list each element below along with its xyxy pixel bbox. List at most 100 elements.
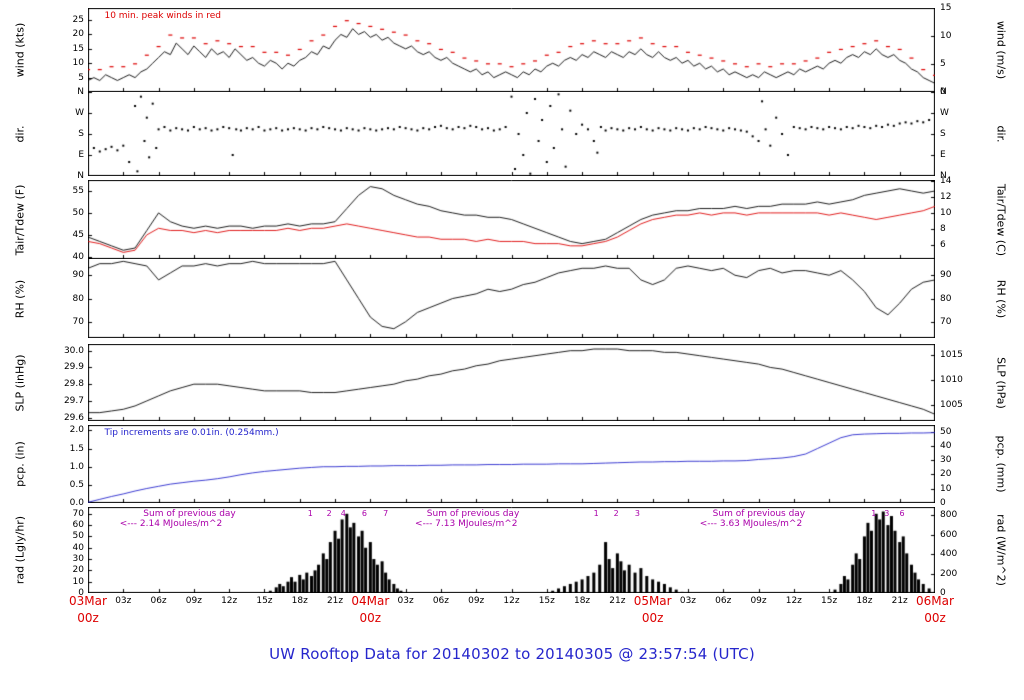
x-axis-date-label: 00z <box>359 611 382 625</box>
dir-y-tick-label: S <box>78 129 84 139</box>
rad-y-tick-label: 400 <box>940 549 958 560</box>
wind-y-tick-label: 0 <box>940 87 946 97</box>
dir-y-tick-label: E <box>940 150 946 160</box>
x-axis-hour-label: 18z <box>573 596 591 606</box>
rad-annotation: 1 <box>307 509 313 518</box>
rad-annotation: 7 <box>383 509 389 518</box>
dir-chart-canvas <box>88 92 935 176</box>
slp-left-axis-title: SLP (inHg) <box>13 353 27 412</box>
rh-y-tick-label: 70 <box>940 316 952 327</box>
x-axis-hour-label: 21z <box>609 596 626 606</box>
tair-right-axis-title: Tair/Tdew (C) <box>994 183 1008 256</box>
dir-y-tick-label: S <box>940 129 946 139</box>
dir-y-tick-label: N <box>77 87 84 97</box>
rad-annotation: 6 <box>899 509 905 518</box>
x-axis-hour-label: 12z <box>785 596 802 606</box>
rh-right-axis-title: RH (%) <box>994 279 1008 318</box>
x-axis-hour-label: 18z <box>291 596 308 606</box>
rad-right-axis-title: rad (W/m^2) <box>994 514 1008 586</box>
x-axis-date-label: 06Mar <box>916 594 954 608</box>
rad-annotation: 2 <box>326 509 332 518</box>
x-axis-date-label: 03Mar <box>69 594 107 608</box>
rad-y-tick-label: 30 <box>72 554 84 565</box>
dir-y-tick-label: W <box>75 108 84 118</box>
x-axis-hour-label: 06z <box>432 596 449 606</box>
pcp-y-tick-label: 30 <box>940 455 952 466</box>
rad-y-tick-label: 70 <box>72 508 84 519</box>
rh-y-tick-label: 80 <box>940 293 952 304</box>
x-axis-date-label: 00z <box>641 611 664 625</box>
slp-chart-canvas <box>88 344 935 421</box>
x-axis-hour-label: 21z <box>891 596 908 606</box>
pcp-y-tick-label: 20 <box>940 469 952 480</box>
x-axis-hour-label: 21z <box>326 596 344 606</box>
rh-y-tick-label: 70 <box>72 316 84 327</box>
pcp-y-tick-label: 2.0 <box>69 425 84 436</box>
pcp-y-tick-label: 0 <box>940 498 946 508</box>
x-axis-hour-label: 15z <box>821 596 838 606</box>
pcp-y-tick-label: 0.0 <box>69 498 84 508</box>
pcp-left-axis-title: pcp. (in) <box>13 441 27 487</box>
slp-y-tick-label: 29.8 <box>63 379 84 390</box>
rad-y-tick-label: 10 <box>72 576 84 587</box>
rh-chart-canvas <box>88 259 935 338</box>
dir-right-axis-title: dir. <box>994 125 1008 143</box>
x-axis-date-label: 04Mar <box>351 594 390 608</box>
rad-y-tick-label: 800 <box>940 510 958 521</box>
rad-annotation: 6 <box>361 509 367 518</box>
x-axis-hour-label: 09z <box>750 596 767 606</box>
rad-left-axis-title: rad (Lgly/hr) <box>13 515 27 585</box>
slp-y-tick-label: 29.6 <box>63 412 84 423</box>
x-axis-hour-label: 06z <box>150 596 167 606</box>
tair-y-tick-label: 40 <box>72 251 84 262</box>
pcp-chart-canvas <box>88 425 935 503</box>
wind-right-axis-title: wind (m/s) <box>994 20 1008 80</box>
dir-y-tick-label: N <box>77 171 84 181</box>
tair-y-tick-label: 6 <box>940 239 946 250</box>
x-axis-date-label: 05Mar <box>633 594 672 608</box>
wind-y-tick-label: 15 <box>72 43 84 54</box>
pcp-y-tick-label: 50 <box>940 426 952 437</box>
slp-y-tick-label: 1015 <box>940 350 963 361</box>
dir-y-tick-label: W <box>940 108 949 118</box>
x-axis-date-label: 00z <box>924 611 946 625</box>
rad-annotation: 4 <box>340 509 346 518</box>
rad-annotation: <--- 2.14 MJoules/m^2 <box>119 519 223 529</box>
slp-y-tick-label: 1010 <box>940 374 963 385</box>
rad-chart-canvas <box>88 507 935 593</box>
rad-y-tick-label: 20 <box>72 565 84 576</box>
tair-y-tick-label: 55 <box>72 185 84 196</box>
rad-annotation: 1 <box>871 509 877 518</box>
rad-y-tick-label: 40 <box>72 542 84 553</box>
chart-title: UW Rooftop Data for 20140302 to 20140305… <box>269 645 755 663</box>
wind-chart-canvas <box>88 8 935 92</box>
wind-y-tick-label: 10 <box>940 31 952 42</box>
tair-left-axis-title: Tair/Tdew (F) <box>13 184 27 255</box>
x-axis-hour-label: 03z <box>115 596 132 606</box>
rad-annotation: Sum of previous day <box>426 509 520 519</box>
rad-annotation: 1 <box>593 509 599 518</box>
tair-y-tick-label: 12 <box>940 192 952 203</box>
rad-annotation: Sum of previous day <box>143 509 236 519</box>
x-axis-hour-label: 15z <box>538 596 555 606</box>
dir-y-tick-label: N <box>940 87 947 97</box>
wind-left-axis-title: wind (kts) <box>13 22 27 78</box>
dir-y-tick-label: N <box>940 171 947 181</box>
rad-y-tick-label: 0 <box>78 588 84 598</box>
rad-annotation: 3 <box>634 509 640 518</box>
x-axis-hour-label: 09z <box>185 596 202 606</box>
x-axis-hour-label: 12z <box>503 596 520 606</box>
x-axis-hour-label: 06z <box>715 596 732 606</box>
tair-y-tick-label: 45 <box>72 229 84 240</box>
rad-y-tick-label: 200 <box>940 568 958 579</box>
tair-y-tick-label: 10 <box>940 207 952 218</box>
pcp-annotation: Tip increments are 0.01in. (0.254mm.) <box>104 428 279 438</box>
rad-annotation: <--- 7.13 MJoules/m^2 <box>415 519 518 529</box>
pcp-y-tick-label: 40 <box>940 440 952 451</box>
wind-y-tick-label: 20 <box>72 29 84 40</box>
slp-y-tick-label: 30.0 <box>63 345 84 356</box>
x-axis-date-label: 00z <box>77 611 99 625</box>
rh-left-axis-title: RH (%) <box>13 279 27 318</box>
rh-y-tick-label: 90 <box>940 270 952 281</box>
